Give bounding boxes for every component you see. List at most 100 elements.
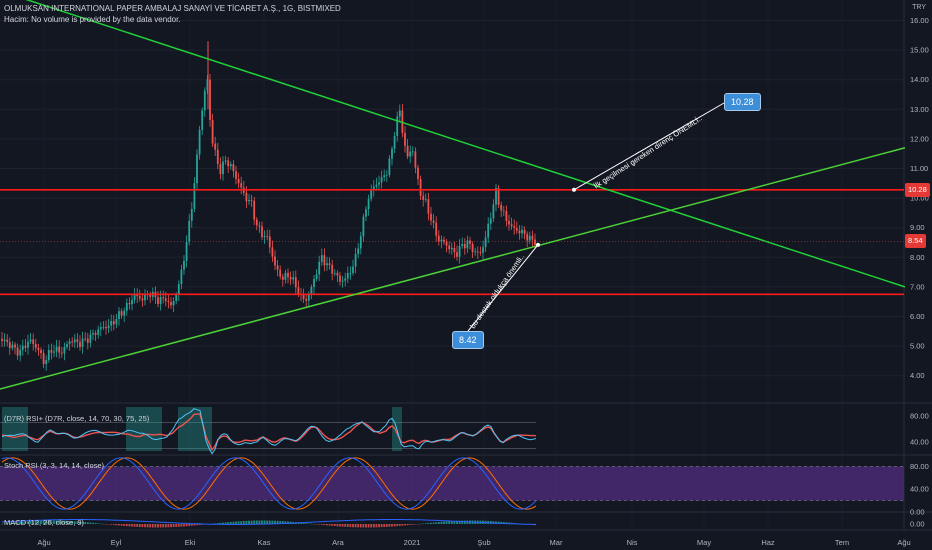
macd-pane-label[interactable]: MACD (12, 26, close, 9) <box>4 518 85 527</box>
candle-body <box>92 333 94 335</box>
candle-body <box>502 210 505 212</box>
candle-body <box>55 346 58 352</box>
candle-body <box>333 272 336 274</box>
candle-body <box>219 163 222 175</box>
macd-histogram-bar <box>92 522 94 524</box>
macd-histogram-bar <box>235 521 237 524</box>
rsi-pane-label[interactable]: (D7R) RSI+ (D7R, close, 14, 70, 30, 75, … <box>4 414 150 423</box>
macd-histogram-bar <box>37 520 40 524</box>
candle-body <box>432 220 435 223</box>
macd-histogram-bar <box>453 520 456 524</box>
candle-body <box>331 264 334 274</box>
macd-histogram-bar <box>89 522 92 524</box>
macd-histogram-bar <box>183 524 185 527</box>
macd-histogram-bar <box>435 522 438 524</box>
candle-body <box>63 346 66 354</box>
macd-y-tick-label: 0.00 <box>910 520 925 529</box>
candle-body <box>258 225 261 227</box>
macd-histogram-bar <box>172 524 175 528</box>
candle-body <box>164 298 167 301</box>
macd-histogram-bar <box>136 524 139 527</box>
candle-body <box>170 302 172 306</box>
candle-body <box>359 236 362 249</box>
macd-histogram-bar <box>120 524 123 526</box>
candle-body <box>50 350 53 353</box>
candle-body <box>505 211 508 221</box>
macd-histogram-bar <box>50 520 53 524</box>
macd-histogram-bar <box>167 524 170 528</box>
candle-body <box>534 239 536 245</box>
macd-histogram-bar <box>320 524 323 525</box>
macd-histogram-bar <box>185 524 188 527</box>
x-tick-label: Ara <box>332 538 345 547</box>
macd-histogram-bar <box>365 524 367 528</box>
candle-body <box>261 226 263 238</box>
candle-body <box>497 187 500 205</box>
candle-body <box>211 120 214 144</box>
macd-histogram-bar <box>406 524 409 526</box>
candle-body <box>180 269 183 285</box>
candle-body <box>125 303 128 311</box>
support-anchor <box>536 242 540 247</box>
candle-body <box>281 276 284 280</box>
macd-histogram-bar <box>255 520 258 524</box>
candle-body <box>435 222 438 236</box>
macd-histogram-bar <box>164 524 167 528</box>
macd-histogram-bar <box>242 520 245 524</box>
y-tick-label: 7.00 <box>910 282 925 291</box>
macd-histogram-bar <box>73 521 76 524</box>
candle-body <box>315 274 318 279</box>
candle-body <box>255 219 258 226</box>
candle-body <box>14 344 16 348</box>
macd-histogram-bar <box>47 520 50 524</box>
macd-histogram-bar <box>287 521 289 524</box>
candle-body <box>24 345 27 348</box>
candle-body <box>445 242 448 246</box>
macd-histogram-bar <box>229 521 232 524</box>
candle-body <box>526 234 529 241</box>
candle-body <box>484 237 487 248</box>
macd-histogram-bar <box>81 521 84 524</box>
macd-histogram-bar <box>146 524 149 528</box>
candle-body <box>175 294 178 302</box>
macd-histogram-bar <box>367 524 370 528</box>
candle-body <box>414 151 417 168</box>
candle-body <box>440 239 443 242</box>
candle-body <box>346 273 349 279</box>
stoch-y-tick-label: 40.00 <box>910 485 929 494</box>
candle-body <box>149 294 152 297</box>
macd-histogram-bar <box>128 524 131 527</box>
macd-histogram-bar <box>398 524 401 526</box>
candle-body <box>518 230 521 234</box>
candle-body <box>271 247 274 257</box>
y-tick-label: 5.00 <box>910 342 925 351</box>
current-price-flag: 8.54 <box>905 234 926 248</box>
macd-histogram-bar <box>328 524 331 526</box>
stoch-pane-label[interactable]: Stoch RSI (3, 3, 14, 14, close) <box>4 461 105 470</box>
macd-histogram-bar <box>362 524 365 528</box>
x-tick-label: Şub <box>477 538 490 547</box>
x-tick-label: Kas <box>258 538 271 547</box>
candle-body <box>437 235 440 242</box>
support-callout[interactable]: 8.42 <box>452 331 484 349</box>
macd-histogram-bar <box>79 521 81 524</box>
resistance-price-flag: 10.28 <box>905 183 930 197</box>
candle-body <box>250 200 253 201</box>
stoch-y-tick-label: 0.00 <box>910 508 925 517</box>
macd-histogram-bar <box>16 522 19 524</box>
candle-body <box>159 297 162 305</box>
candle-body <box>326 263 328 266</box>
resistance-callout[interactable]: 10.28 <box>724 93 761 111</box>
candle-body <box>47 350 50 361</box>
candle-body <box>240 183 243 188</box>
candle-body <box>136 295 139 297</box>
macd-histogram-bar <box>240 521 243 524</box>
macd-histogram-bar <box>99 523 102 525</box>
macd-histogram-bar <box>276 520 279 524</box>
candle-body <box>523 229 526 235</box>
candle-body <box>307 294 310 301</box>
candle-body <box>263 236 266 238</box>
candle-body <box>79 341 81 347</box>
